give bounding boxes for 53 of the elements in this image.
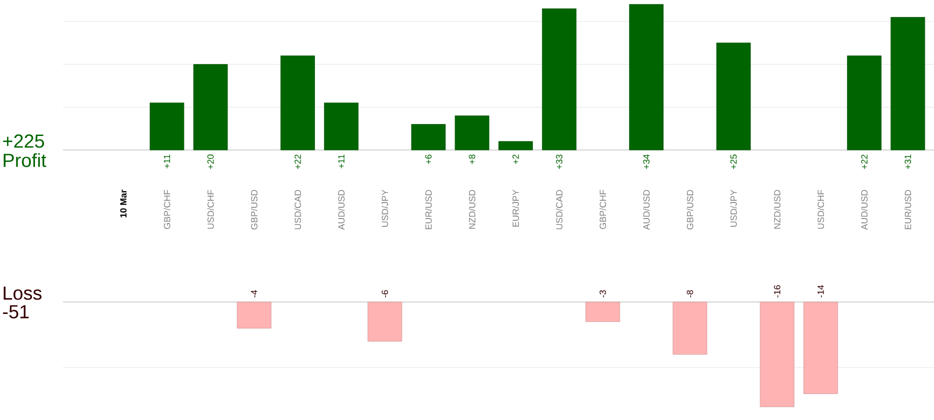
bar [280,56,315,150]
data-label: -6 [382,290,388,298]
bar [716,42,751,150]
text: +225 [3,134,44,148]
x-tick-label: GBP/CHF [164,190,170,229]
bar [193,64,228,150]
x-tick-label: AUD/USD [338,190,345,230]
text: -51 [3,305,29,318]
data-label: +20 [207,154,214,169]
data-label: -14 [818,285,824,298]
data-label: -16 [774,285,780,298]
x-tick-label: USD/JPY [730,190,737,227]
data-label: +8 [468,154,476,164]
data-label: +6 [425,154,432,164]
x-tick-label: 10 Mar [120,190,127,218]
bar [890,17,926,150]
x-tick-label: EUR/JPY [512,190,519,227]
data-label: +22 [861,154,868,169]
bar [847,56,882,150]
x-tick-label: NZD/USD [774,190,780,229]
data-label: -3 [600,290,606,298]
text: Profit [4,153,46,168]
bar [150,102,184,150]
bar [542,8,576,150]
x-tick-label: USD/CHF [817,190,824,229]
data-label: -4 [251,290,258,298]
data-label: +33 [556,154,562,169]
x-tick-label: NZD/USD [468,190,476,229]
x-tick-label: USD/CAD [556,190,562,230]
bar [629,4,664,150]
bar [498,141,533,150]
x-tick-label: EUR/USD [904,190,912,230]
data-label: +2 [512,154,519,164]
data-label: +31 [904,154,912,169]
x-tick-label: GBP/CHF [599,190,606,229]
x-tick-label: EUR/USD [425,190,432,230]
x-tick-label: USD/CAD [294,190,301,230]
data-label: -8 [686,290,694,298]
data-label: +34 [643,154,650,169]
data-label: +11 [164,154,170,168]
bar [324,102,358,150]
x-tick-label: USD/CHF [207,190,214,229]
bar [454,116,490,150]
x-tick-label: GBP/USD [250,190,258,230]
x-tick-label: GBP/USD [686,190,694,230]
x-tick-label: AUD/USD [860,190,868,230]
data-label: +25 [730,154,737,169]
data-label: +11 [338,154,344,168]
text: Loss [4,286,42,300]
x-tick-label: AUD/USD [643,190,650,230]
data-label: +22 [294,154,301,169]
bar [411,124,446,150]
x-tick-label: USD/JPY [382,190,388,227]
